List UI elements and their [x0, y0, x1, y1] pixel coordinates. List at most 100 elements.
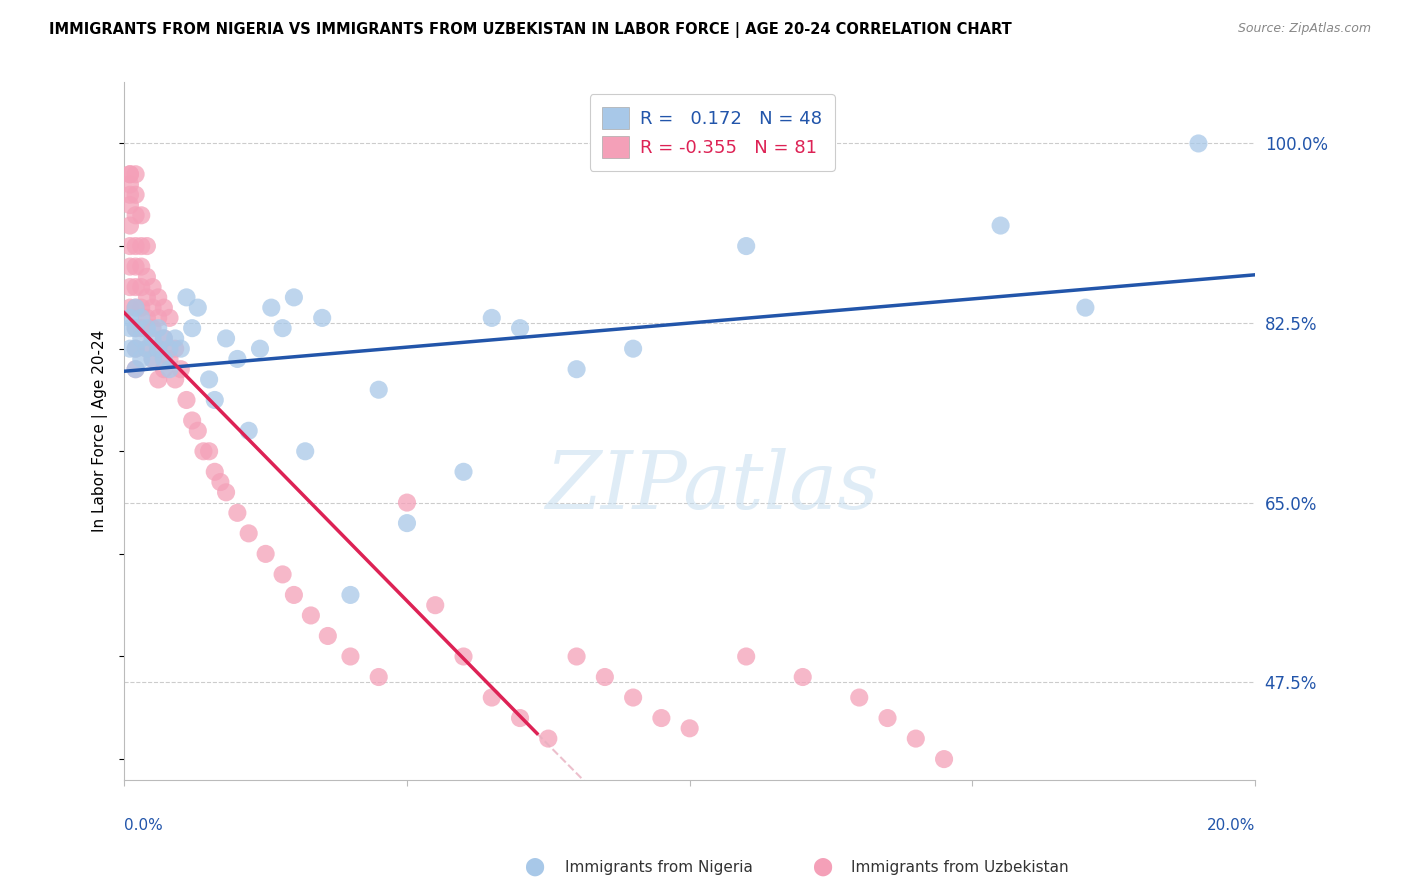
Point	[395, 516, 418, 530]
Point	[621, 690, 644, 705]
Point	[170, 362, 193, 376]
Point	[124, 362, 146, 376]
Point	[135, 239, 157, 253]
Point	[238, 424, 260, 438]
Point	[129, 321, 152, 335]
Point	[148, 321, 170, 335]
Text: Immigrants from Nigeria: Immigrants from Nigeria	[565, 860, 754, 874]
Point	[176, 290, 198, 304]
Point	[299, 608, 322, 623]
Point	[118, 239, 141, 253]
Point	[271, 321, 294, 335]
Point	[509, 321, 531, 335]
Point	[650, 711, 672, 725]
Point	[129, 208, 152, 222]
Point	[249, 342, 271, 356]
Point	[187, 301, 209, 315]
Point	[159, 342, 181, 356]
Point	[537, 731, 560, 746]
Point	[565, 362, 588, 376]
Text: Immigrants from Uzbekistan: Immigrants from Uzbekistan	[851, 860, 1069, 874]
Legend: R =   0.172   N = 48, R = -0.355   N = 81: R = 0.172 N = 48, R = -0.355 N = 81	[589, 95, 835, 171]
Point	[170, 342, 193, 356]
Point	[367, 383, 389, 397]
Point	[283, 290, 305, 304]
Point	[118, 321, 141, 335]
Point	[593, 670, 616, 684]
Point	[118, 260, 141, 274]
Point	[316, 629, 339, 643]
Point	[118, 178, 141, 192]
Point	[148, 342, 170, 356]
Point	[481, 690, 503, 705]
Point	[118, 187, 141, 202]
Point	[142, 280, 165, 294]
Point	[129, 351, 152, 366]
Point	[124, 187, 146, 202]
Point	[165, 372, 187, 386]
Point	[453, 649, 475, 664]
Point	[215, 485, 238, 500]
Y-axis label: In Labor Force | Age 20-24: In Labor Force | Age 20-24	[93, 330, 108, 532]
Point	[135, 269, 157, 284]
Point	[339, 649, 361, 664]
Point	[129, 260, 152, 274]
Point	[148, 290, 170, 304]
Point	[118, 342, 141, 356]
Point	[204, 392, 226, 407]
Text: ZIPatlas: ZIPatlas	[546, 448, 879, 525]
Point	[339, 588, 361, 602]
Point	[792, 670, 814, 684]
Point	[904, 731, 927, 746]
Point	[118, 198, 141, 212]
Point	[187, 424, 209, 438]
Point	[135, 342, 157, 356]
Point	[129, 310, 152, 325]
Point	[159, 310, 181, 325]
Point	[135, 321, 157, 335]
Point	[311, 310, 333, 325]
Point	[124, 239, 146, 253]
Point	[509, 711, 531, 725]
Point	[118, 301, 141, 315]
Point	[367, 670, 389, 684]
Point	[135, 342, 157, 356]
Point	[148, 342, 170, 356]
Point	[294, 444, 316, 458]
Point	[848, 690, 870, 705]
Point	[129, 280, 152, 294]
Point	[124, 280, 146, 294]
Point	[735, 239, 758, 253]
Point	[226, 506, 249, 520]
Point	[226, 351, 249, 366]
Point	[124, 342, 146, 356]
Point	[876, 711, 898, 725]
Point	[481, 310, 503, 325]
Point	[124, 362, 146, 376]
Text: 0.0%: 0.0%	[124, 818, 163, 833]
Point	[260, 301, 283, 315]
Point	[124, 342, 146, 356]
Point	[129, 239, 152, 253]
Point	[181, 321, 204, 335]
Point	[118, 167, 141, 181]
Point	[153, 331, 176, 345]
Point	[565, 649, 588, 664]
Point	[153, 362, 176, 376]
Point	[118, 280, 141, 294]
Point	[990, 219, 1012, 233]
Text: ⬤: ⬤	[524, 858, 544, 876]
Point	[142, 351, 165, 366]
Point	[198, 444, 221, 458]
Point	[181, 413, 204, 427]
Point	[238, 526, 260, 541]
Point	[159, 351, 181, 366]
Point	[1187, 136, 1209, 151]
Point	[142, 301, 165, 315]
Text: ⬤: ⬤	[813, 858, 832, 876]
Point	[165, 331, 187, 345]
Point	[148, 310, 170, 325]
Point	[124, 167, 146, 181]
Point	[395, 495, 418, 509]
Point	[176, 392, 198, 407]
